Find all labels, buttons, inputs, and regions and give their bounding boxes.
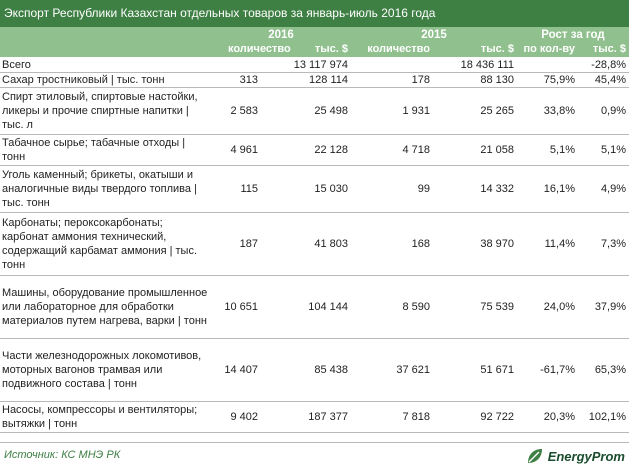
growth-value: 7,3% — [578, 212, 629, 276]
value-2016: 13 117 974 — [261, 57, 351, 73]
growth-qty: 5,1% — [517, 134, 578, 166]
leaf-logo-icon — [527, 449, 542, 463]
growth-value: 65,3% — [578, 338, 629, 402]
logo-text: EnergyProm — [547, 448, 625, 464]
qty-2016: 14 407 — [211, 338, 261, 402]
growth-qty: 11,4% — [517, 212, 578, 276]
growth-value: 5,1% — [578, 134, 629, 166]
footer: Источник: КС МНЭ РК EnergyProm — [0, 442, 629, 469]
header-empty — [0, 27, 211, 42]
value-2015: 14 332 — [433, 165, 517, 213]
value-2016: 85 438 — [261, 338, 351, 402]
value-2015: 38 970 — [433, 212, 517, 276]
header-year-2015: 2015 — [351, 27, 517, 42]
value-2015: 51 671 — [433, 338, 517, 402]
growth-qty: 33,8% — [517, 87, 578, 135]
qty-2015: 4 718 — [351, 134, 433, 166]
qty-2015: 7 818 — [351, 401, 433, 433]
product-name: Уголь каменный; брикеты, окатыши и анало… — [0, 165, 211, 213]
table-row: Спирт этиловый, спиртовые настойки, лике… — [0, 87, 629, 135]
qty-2015: 168 — [351, 212, 433, 276]
product-name: Карбонаты; пероксокарбонаты; карбонат ам… — [0, 212, 211, 276]
table-row: Машины, оборудование промышленное или ла… — [0, 275, 629, 339]
product-name: Спирт этиловый, спиртовые настойки, лике… — [0, 87, 211, 135]
value-2015: 18 436 111 — [433, 57, 517, 73]
qty-2015: 37 621 — [351, 338, 433, 402]
table-row: Насосы, компрессоры и вентиляторы; вытяж… — [0, 401, 629, 433]
header-by-qty: по кол-ву — [517, 42, 578, 58]
qty-2015: 99 — [351, 165, 433, 213]
qty-2015: 1 931 — [351, 87, 433, 135]
product-name: Машины, оборудование промышленное или ла… — [0, 275, 211, 339]
growth-qty: 75,9% — [517, 72, 578, 88]
product-name: Табачное сырье; табачные отходы | тонн — [0, 134, 211, 166]
header-qty-2016 — [211, 42, 261, 58]
value-2016: 128 114 — [261, 72, 351, 88]
table-row: Табачное сырье; табачные отходы | тонн 4 … — [0, 134, 629, 166]
value-2015: 21 058 — [433, 134, 517, 166]
header-growth: Рост за год — [517, 27, 629, 42]
header-usd-2015: тыс. $ — [433, 42, 517, 58]
growth-qty: 20,3% — [517, 401, 578, 433]
value-2015: 88 130 — [433, 72, 517, 88]
growth-value: -28,8% — [578, 57, 629, 73]
table-row: Карбонаты; пероксокарбонаты; карбонат ам… — [0, 212, 629, 276]
table-body: Всего 13 117 974 18 436 111 -28,8% Сахар тро… — [0, 57, 629, 433]
source-note: Источник: КС МНЭ РК — [4, 449, 121, 461]
page-title: Экспорт Республики Казахстан отдельных т… — [0, 0, 629, 27]
growth-value: 0,9% — [578, 87, 629, 135]
qty-2015 — [351, 57, 433, 73]
header-qty-2015: количество — [351, 42, 433, 58]
growth-qty: 24,0% — [517, 275, 578, 339]
growth-qty: 16,1% — [517, 165, 578, 213]
qty-2016: 2 583 — [211, 87, 261, 135]
header-row-years: 2016 2015 Рост за год — [0, 27, 629, 42]
qty-2016 — [211, 57, 261, 73]
table-row: Уголь каменный; брикеты, окатыши и анало… — [0, 165, 629, 213]
value-2016: 187 377 — [261, 401, 351, 433]
value-2016: 15 030 — [261, 165, 351, 213]
growth-value: 102,1% — [578, 401, 629, 433]
qty-2016: 313 — [211, 72, 261, 88]
value-2015: 92 722 — [433, 401, 517, 433]
qty-2016: 9 402 — [211, 401, 261, 433]
growth-value: 4,9% — [578, 165, 629, 213]
qty-2016: 10 651 — [211, 275, 261, 339]
qty-2016: 187 — [211, 212, 261, 276]
value-2015: 25 265 — [433, 87, 517, 135]
value-2016: 22 128 — [261, 134, 351, 166]
value-2016: 41 803 — [261, 212, 351, 276]
product-name: Сахар тростниковый | тыс. тонн — [0, 72, 211, 88]
growth-value: 37,9% — [578, 275, 629, 339]
qty-2016: 4 961 — [211, 134, 261, 166]
table-row: Части железнодорожных локомотивов, мотор… — [0, 338, 629, 402]
header-usd-2016: количество тыс. $ — [228, 42, 351, 58]
growth-qty — [517, 57, 578, 73]
qty-2015: 8 590 — [351, 275, 433, 339]
product-name: Части железнодорожных локомотивов, мотор… — [0, 338, 211, 402]
header-usd-growth: тыс. $ — [578, 42, 629, 58]
header-usd-2016-label: тыс. $ — [314, 43, 348, 55]
product-name: Всего — [0, 57, 211, 73]
table-row: Всего 13 117 974 18 436 111 -28,8% — [0, 57, 629, 73]
growth-qty: -61,7% — [517, 338, 578, 402]
value-2015: 75 539 — [433, 275, 517, 339]
qty-2015: 178 — [351, 72, 433, 88]
header-empty-2 — [0, 42, 211, 58]
header-row-units: количество тыс. $ количество тыс. $ по к… — [0, 42, 629, 58]
value-2016: 104 144 — [261, 275, 351, 339]
value-2016: 25 498 — [261, 87, 351, 135]
table-row: Сахар тростниковый | тыс. тонн 313 128 114… — [0, 72, 629, 88]
header-qty-2016-label: количество — [228, 43, 291, 55]
product-name: Насосы, компрессоры и вентиляторы; вытяж… — [0, 401, 211, 433]
export-table: 2016 2015 Рост за год количество тыс. $ … — [0, 27, 629, 433]
brand-logo: EnergyProm — [525, 446, 625, 466]
qty-2016: 115 — [211, 165, 261, 213]
header-year-2016: 2016 — [211, 27, 351, 42]
growth-value: 45,4% — [578, 72, 629, 88]
